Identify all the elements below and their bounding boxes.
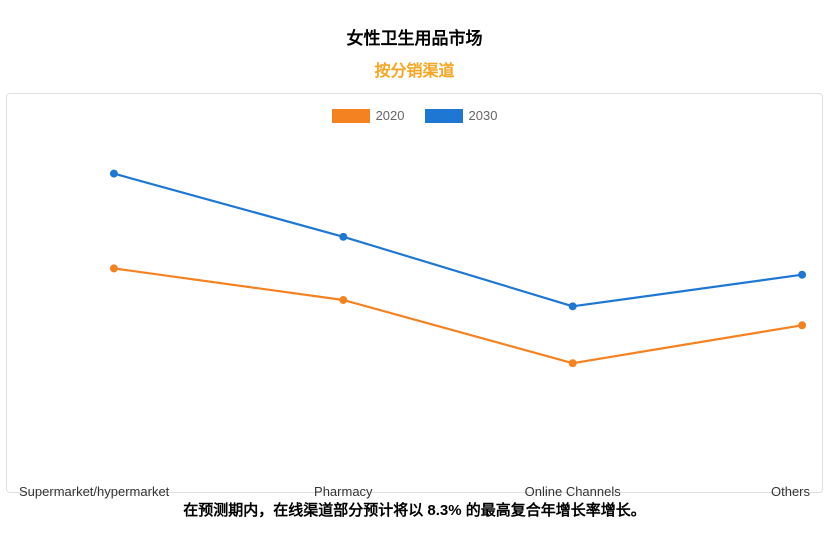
- x-label: Others: [771, 484, 810, 499]
- plot-area: [19, 142, 810, 458]
- chart-box: 2020 2030 Supermarket/hypermarketPharmac…: [6, 93, 823, 493]
- legend-label-2020: 2020: [376, 108, 405, 123]
- legend-swatch-2030: [425, 109, 463, 123]
- legend: 2020 2030: [7, 94, 822, 123]
- legend-label-2030: 2030: [469, 108, 498, 123]
- x-label: Online Channels: [525, 484, 621, 499]
- line-chart-svg: [19, 142, 810, 458]
- legend-item-2020: 2020: [332, 108, 405, 123]
- title-main: 女性卫生用品市场: [0, 24, 829, 49]
- title-sub: 按分销渠道: [0, 57, 829, 81]
- legend-swatch-2020: [332, 109, 370, 123]
- x-label: Pharmacy: [314, 484, 373, 499]
- x-label: Supermarket/hypermarket: [19, 484, 169, 499]
- legend-item-2030: 2030: [425, 108, 498, 123]
- chart-container: 女性卫生用品市场 按分销渠道 2020 2030 Supermarket/hyp…: [0, 24, 829, 520]
- footer-text: 在预测期内，在线渠道部分预计将以 8.3% 的最高复合年增长率增长。: [0, 499, 829, 520]
